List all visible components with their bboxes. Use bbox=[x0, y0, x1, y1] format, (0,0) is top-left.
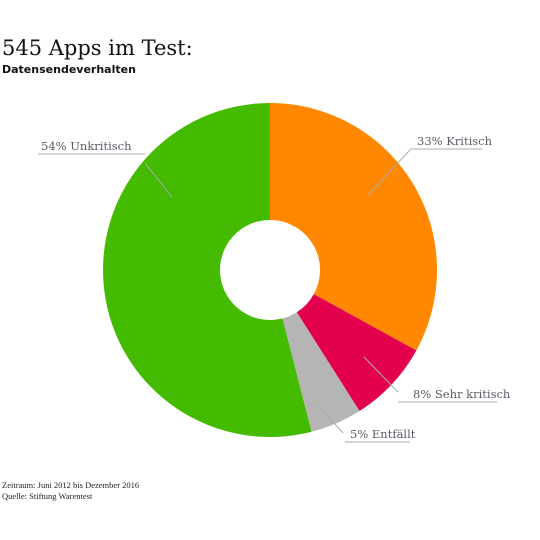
source-note: Quelle: Stiftung Warentest bbox=[2, 491, 93, 501]
slice-1 bbox=[296, 294, 417, 412]
slice-label-0: 33% Kritisch bbox=[417, 134, 493, 148]
leader-line-2 bbox=[317, 404, 344, 434]
slice-label-3: 54% Unkritisch bbox=[41, 139, 132, 153]
chart-subtitle: Datensendeverhalten bbox=[2, 63, 136, 76]
footer: Zeitraum: Juni 2012 bis Dezember 2016 Qu… bbox=[2, 480, 139, 502]
slice-label-1: 8% Sehr kritisch bbox=[413, 387, 511, 401]
slice-2 bbox=[282, 312, 360, 432]
slice-3 bbox=[103, 103, 312, 437]
leader-line-0 bbox=[367, 149, 411, 196]
slice-0 bbox=[270, 103, 437, 351]
leader-line-3 bbox=[144, 162, 173, 198]
slice-label-group-3: 54% Unkritisch bbox=[38, 139, 173, 198]
slice-label-2: 5% Entfällt bbox=[350, 427, 416, 441]
slice-label-group-0: 33% Kritisch bbox=[367, 134, 493, 196]
slice-label-group-2: 5% Entfällt bbox=[317, 404, 416, 443]
leader-line-1 bbox=[363, 356, 399, 393]
chart-title: 545 Apps im Test: bbox=[2, 36, 193, 60]
period-note: Zeitraum: Juni 2012 bis Dezember 2016 bbox=[2, 480, 140, 490]
slice-label-group-1: 8% Sehr kritisch bbox=[363, 356, 511, 403]
